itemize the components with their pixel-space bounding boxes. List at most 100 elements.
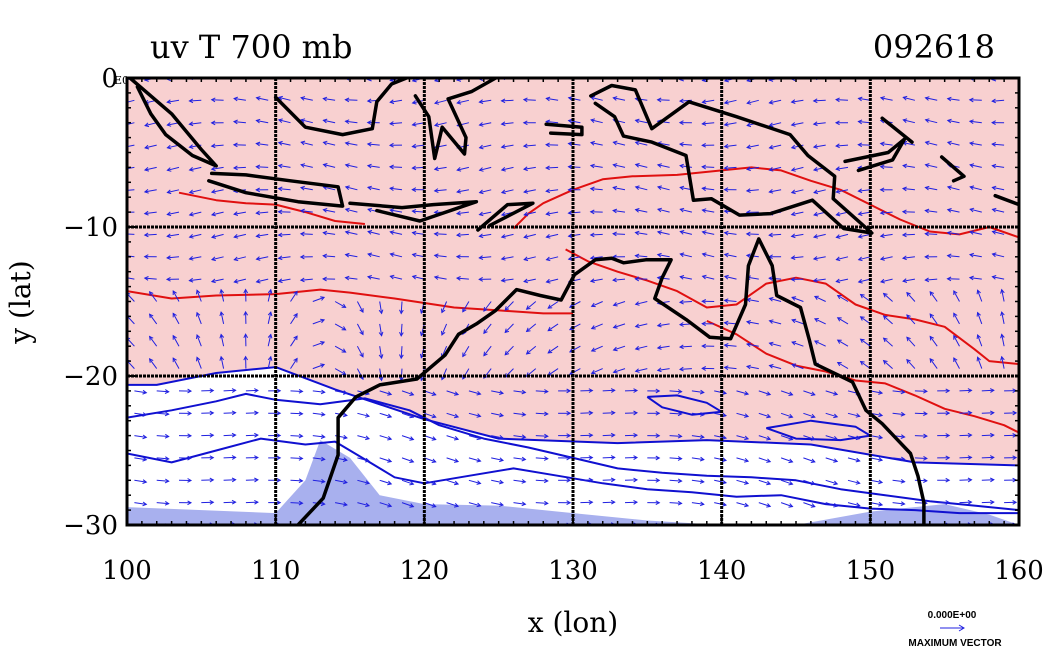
wind-vector-head xyxy=(454,503,460,508)
wind-vector-head xyxy=(745,166,751,172)
wind-vector xyxy=(914,457,927,459)
wind-vector-head xyxy=(142,412,148,417)
wind-vector-head xyxy=(835,97,840,103)
wind-vector-head xyxy=(233,278,239,284)
wind-vector xyxy=(367,276,380,280)
wind-vector xyxy=(446,435,459,440)
wind-vector xyxy=(134,435,147,438)
wind-vector-head xyxy=(172,290,177,295)
wind-vector xyxy=(278,233,291,236)
wind-vector-head xyxy=(521,412,527,417)
wind-vector xyxy=(312,296,325,302)
wind-vector xyxy=(379,435,392,440)
wind-vector-head xyxy=(612,302,618,307)
wind-vector-head xyxy=(166,122,172,127)
wind-vector xyxy=(635,232,648,235)
plot-area xyxy=(127,78,1019,525)
wind-vector xyxy=(457,166,470,171)
wind-vector-head xyxy=(188,144,194,149)
wind-vector xyxy=(870,479,883,483)
wind-vector xyxy=(791,233,804,237)
wind-vector xyxy=(356,301,364,313)
wind-vector xyxy=(981,389,994,392)
wind-vector-head xyxy=(455,210,461,216)
wind-vector xyxy=(906,292,916,302)
wind-vector-head xyxy=(543,411,549,417)
wind-vector xyxy=(970,208,982,213)
wind-vector-head xyxy=(967,499,973,505)
wind-vector-head xyxy=(277,163,283,169)
wind-vector-head xyxy=(478,99,484,104)
wind-vector-head xyxy=(166,144,172,150)
wind-vector-head xyxy=(366,163,372,169)
wind-vector-head xyxy=(723,274,729,280)
wind-vector xyxy=(724,275,737,280)
wind-vector-head xyxy=(187,455,193,461)
y-axis-ticks: 0 −10 −20 −30 xyxy=(63,64,1019,541)
wind-vector xyxy=(569,368,581,375)
wind-vector xyxy=(256,120,269,124)
wind-vector xyxy=(970,186,982,191)
wind-vector xyxy=(134,390,147,394)
wind-vector-head xyxy=(476,457,482,463)
wind-vector-head xyxy=(678,78,684,82)
wind-vector-head xyxy=(545,165,550,171)
wind-vector-head xyxy=(721,412,728,418)
wind-vector-head xyxy=(267,333,273,339)
wind-vector xyxy=(803,502,815,508)
wind-vector xyxy=(947,232,960,235)
wind-vector-head xyxy=(483,351,488,357)
wind-vector xyxy=(758,457,771,463)
wind-vector xyxy=(602,412,615,414)
wind-vector-head xyxy=(701,230,707,235)
wind-vector xyxy=(504,323,514,333)
wind-vector-head xyxy=(322,208,328,213)
wind-vector-head xyxy=(590,347,596,352)
wind-vector xyxy=(880,256,893,260)
wind-vector-head xyxy=(231,455,237,460)
wind-vector-head xyxy=(568,325,574,331)
wind-vector xyxy=(679,143,692,146)
wind-vector-head xyxy=(677,478,683,484)
wind-vector-head xyxy=(504,350,510,356)
wind-vector-head xyxy=(341,326,347,331)
wind-vector-head xyxy=(462,307,467,313)
wind-vector-head xyxy=(633,432,639,438)
wind-vector-head xyxy=(254,432,259,438)
wind-vector xyxy=(736,390,749,395)
wind-vector-head xyxy=(543,478,549,484)
wind-vector-head xyxy=(656,345,662,350)
wind-vector-head xyxy=(359,308,364,314)
wind-vector-head xyxy=(144,122,150,128)
wind-vector-head xyxy=(365,480,371,485)
wind-vector-head xyxy=(499,457,505,463)
wind-vector xyxy=(679,368,692,370)
wind-vector-head xyxy=(366,120,372,125)
wind-vector-head xyxy=(255,164,261,170)
wind-vector-head xyxy=(456,99,462,105)
wind-vector-head xyxy=(901,209,907,215)
wind-vector-head xyxy=(766,436,772,441)
y-axis-label: y (lat) xyxy=(4,260,37,344)
wind-vector xyxy=(134,457,147,461)
wind-vector-head xyxy=(900,478,906,484)
y-tick-label-10: −10 xyxy=(63,213,118,243)
wind-vector xyxy=(345,99,358,101)
wind-vector-head xyxy=(166,189,172,195)
wind-vector-head xyxy=(812,167,819,172)
wind-vector-head xyxy=(342,390,348,395)
wind-vector xyxy=(914,479,927,482)
wind-vector xyxy=(220,311,225,325)
wind-vector xyxy=(679,345,692,348)
wind-vector-head xyxy=(320,478,326,484)
wind-vector xyxy=(223,456,236,459)
wind-vector-head xyxy=(277,140,283,146)
wind-vector xyxy=(724,366,737,370)
wind-vector-head xyxy=(790,255,796,260)
wind-vector-head xyxy=(431,503,437,508)
wind-vector-head xyxy=(610,455,616,460)
wind-vector-head xyxy=(143,232,149,238)
wind-vector xyxy=(167,122,180,126)
wind-vector xyxy=(434,166,447,170)
wind-vector-head xyxy=(298,433,304,439)
